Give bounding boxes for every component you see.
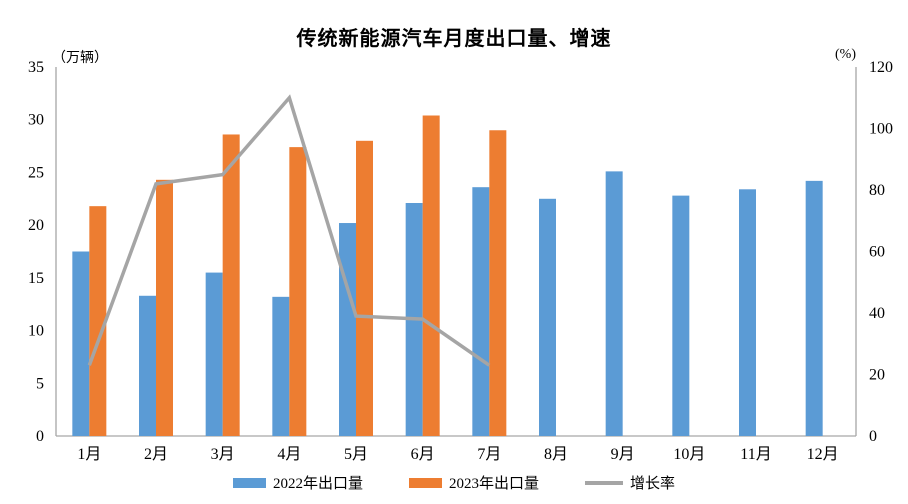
bar-2022年出口量-5月 — [339, 223, 356, 436]
left-axis-tick-10: 10 — [28, 323, 44, 340]
left-axis-tick-25: 25 — [28, 164, 44, 181]
bar-2023年出口量-3月 — [222, 134, 240, 436]
bar-2023年出口量-1月 — [89, 206, 107, 436]
bar-2022年出口量-4月 — [272, 296, 290, 436]
x-axis-label-6月: 6月 — [411, 446, 435, 463]
legend-item-growth: 增长率 — [585, 472, 675, 493]
x-axis-label-8月: 8月 — [544, 446, 568, 463]
right-axis-tick-60: 60 — [869, 244, 885, 261]
right-axis-tick-40: 40 — [869, 305, 885, 322]
legend-label-2022: 2022年出口量 — [272, 476, 363, 492]
right-axis-tick-100: 100 — [869, 121, 893, 138]
left-axis-tick-15: 15 — [28, 270, 44, 287]
left-axis-tick-0: 0 — [36, 428, 44, 445]
legend-item-2023: 2023年出口量 — [408, 472, 539, 493]
x-axis-label-5月: 5月 — [344, 446, 368, 463]
bar-2022年出口量-2月 — [139, 295, 156, 436]
left-axis-tick-35: 35 — [28, 59, 44, 76]
right-axis-unit-label: (%) — [835, 47, 856, 62]
bar-2022年出口量-8月 — [539, 198, 556, 436]
right-axis-tick-80: 80 — [869, 182, 885, 199]
x-axis-label-2月: 2月 — [144, 446, 168, 463]
legend-swatch-growth-line-icon — [585, 480, 623, 485]
left-axis-tick-5: 5 — [36, 375, 44, 392]
legend-swatch-2023-bar-icon — [408, 477, 442, 488]
right-axis-tick-120: 120 — [869, 59, 893, 76]
bar-2023年出口量-4月 — [289, 147, 307, 436]
bar-2022年出口量-9月 — [605, 171, 623, 437]
x-axis-label-1月: 1月 — [77, 446, 101, 463]
line-增长率 — [87, 94, 491, 367]
x-axis-label-11月: 11月 — [740, 446, 771, 463]
chart-legend: 2022年出口量 2023年出口量 增长率 — [0, 472, 908, 493]
x-axis-label-3月: 3月 — [211, 446, 235, 463]
legend-item-2022: 2022年出口量 — [232, 472, 363, 493]
x-axis-label-10月: 10月 — [673, 446, 705, 463]
legend-label-growth: 增长率 — [630, 476, 676, 492]
bar-2022年出口量-7月 — [472, 187, 490, 436]
bar-2022年出口量-12月 — [805, 180, 823, 436]
x-axis-label-4月: 4月 — [277, 446, 301, 463]
legend-swatch-2022-bar-icon — [232, 477, 266, 488]
bar-2023年出口量-2月 — [156, 179, 173, 436]
right-axis-tick-20: 20 — [869, 367, 885, 384]
bar-2023年出口量-6月 — [422, 115, 440, 437]
bar-2023年出口量-7月 — [489, 130, 507, 436]
right-axis-tick-0: 0 — [869, 428, 877, 445]
bar-2022年出口量-3月 — [205, 272, 223, 436]
x-axis-label-12月: 12月 — [807, 446, 839, 463]
left-axis-tick-30: 30 — [28, 112, 44, 129]
x-axis-label-7月: 7月 — [477, 446, 501, 463]
left-axis-unit-label: （万辆） — [52, 51, 108, 66]
bar-2022年出口量-11月 — [739, 189, 756, 436]
left-axis-tick-20: 20 — [28, 217, 44, 234]
bar-2022年出口量-10月 — [672, 195, 690, 436]
legend-label-2023: 2023年出口量 — [448, 476, 539, 492]
bar-2023年出口量-5月 — [356, 140, 373, 437]
bar-2022年出口量-1月 — [72, 251, 90, 436]
chart-title: 传统新能源汽车月度出口量、增速 — [296, 28, 612, 50]
x-axis-label-9月: 9月 — [611, 446, 635, 463]
